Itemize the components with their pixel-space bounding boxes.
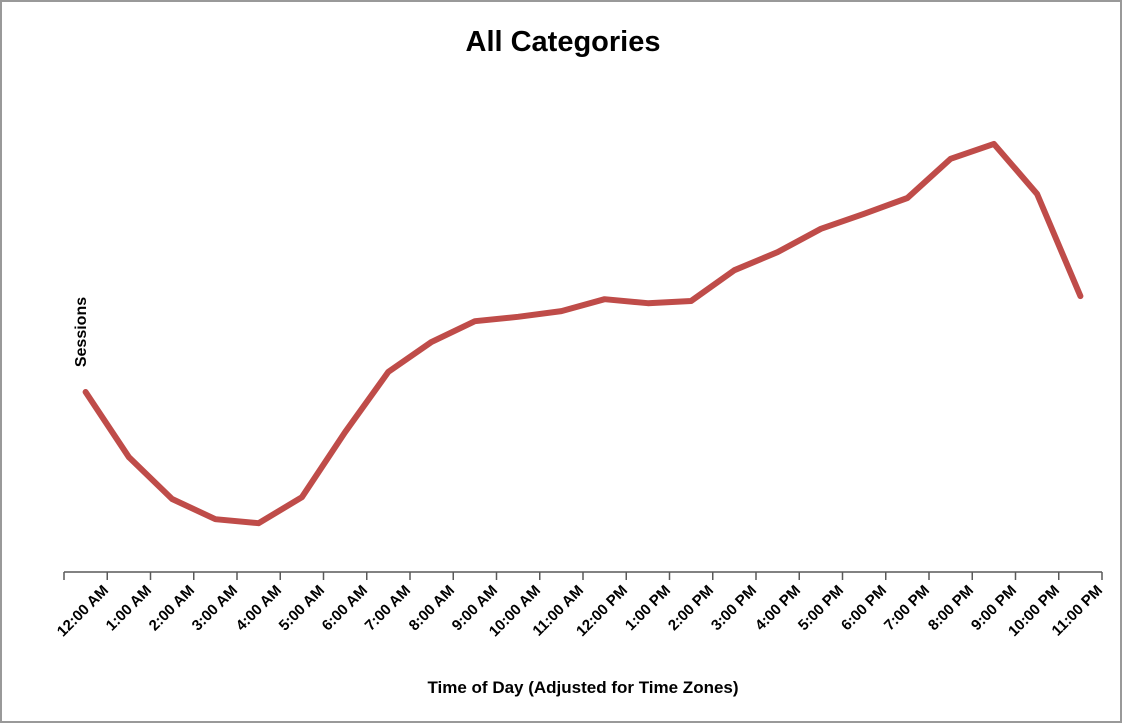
x-tick-label: 5:00 PM	[794, 582, 847, 635]
x-tick-label: 2:00 PM	[664, 582, 718, 635]
x-tick-label: 6:00 PM	[837, 582, 891, 635]
x-tick-label: 12:00 AM	[53, 582, 112, 641]
sessions-line	[82, 140, 1084, 527]
x-tick-label: 6:00 AM	[318, 582, 372, 635]
x-tick-label: 1:00 PM	[621, 582, 674, 635]
x-tick-label: 8:00 AM	[405, 582, 458, 635]
chart-title: All Categories	[465, 26, 661, 58]
x-tick-label: 7:00 PM	[881, 582, 934, 635]
x-axis-line	[63, 571, 1103, 580]
x-tick-label: 8:00 PM	[924, 582, 977, 635]
x-tick-label: 1:00 AM	[102, 582, 155, 635]
x-tick-label: 2:00 AM	[145, 582, 199, 635]
x-tick-label: 3:00 PM	[708, 582, 761, 635]
x-tick-label: 5:00 AM	[275, 582, 328, 635]
x-tick-label: 4:00 PM	[751, 582, 804, 635]
x-tick-label: 7:00 AM	[362, 582, 415, 635]
x-axis-title: Time of Day (Adjusted for Time Zones)	[427, 678, 739, 697]
x-tick-label: 4:00 AM	[232, 582, 285, 635]
x-tick-label: 3:00 AM	[189, 582, 242, 635]
